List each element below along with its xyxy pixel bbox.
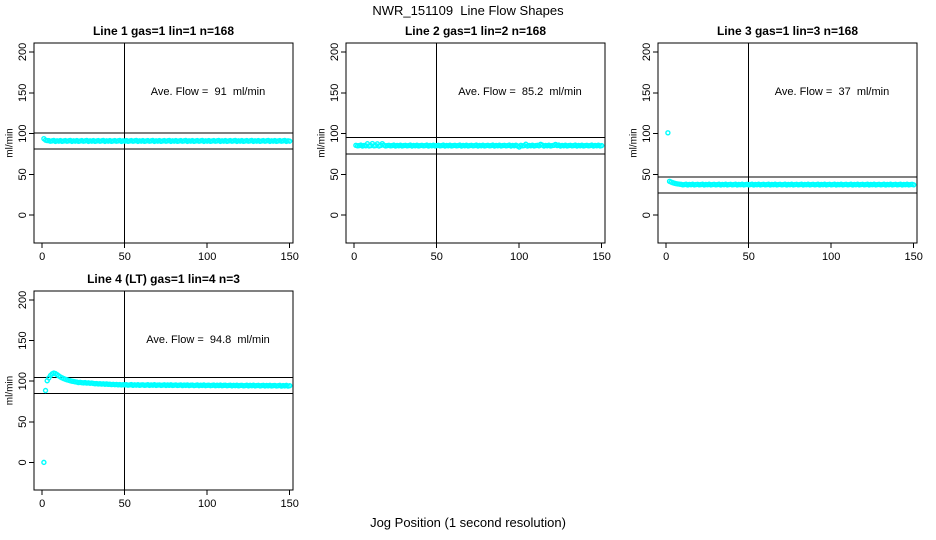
panel-title-line4: Line 4 (LT) gas=1 lin=4 n=3 (87, 272, 240, 286)
svg-text:200: 200 (329, 43, 341, 61)
svg-text:100: 100 (17, 372, 29, 390)
svg-text:150: 150 (329, 84, 341, 102)
svg-text:150: 150 (17, 84, 29, 102)
svg-text:150: 150 (281, 251, 299, 263)
svg-text:150: 150 (641, 84, 653, 102)
svg-text:0: 0 (17, 212, 29, 218)
svg-text:100: 100 (510, 251, 528, 263)
svg-text:ml/min: ml/min (317, 128, 328, 157)
svg-text:0: 0 (663, 251, 669, 263)
svg-text:50: 50 (119, 251, 131, 263)
svg-text:50: 50 (329, 168, 341, 180)
svg-text:50: 50 (641, 168, 653, 180)
svg-text:100: 100 (822, 251, 840, 263)
svg-text:200: 200 (17, 43, 29, 61)
panel-title-line3: Line 3 gas=1 lin=3 n=168 (716, 24, 859, 38)
svg-text:100: 100 (17, 124, 29, 142)
plot-canvas-line2: 0 50 100 150 0 50 100 150 200 ml/min (317, 42, 611, 263)
plot-canvas-line1: 0 50 100 150 0 50 100 150 200 ml/min (5, 42, 299, 263)
svg-text:100: 100 (641, 124, 653, 142)
svg-text:0: 0 (641, 212, 653, 218)
svg-text:ml/min: ml/min (629, 128, 640, 157)
svg-text:100: 100 (329, 124, 341, 142)
svg-text:0: 0 (39, 498, 45, 510)
svg-text:ml/min: ml/min (5, 376, 16, 405)
ave-flow-annotation-line4: Ave. Flow = 94.8 ml/min (146, 334, 270, 346)
x-axis-label: Jog Position (1 second resolution) (370, 515, 566, 530)
plot-canvas-line4: 0 50 100 150 0 50 100 150 200 ml/min (5, 290, 299, 510)
figure-title: NWR_151109 Line Flow Shapes (372, 3, 564, 18)
svg-text:ml/min: ml/min (5, 128, 16, 157)
svg-text:50: 50 (17, 168, 29, 180)
ave-flow-annotation-line2: Ave. Flow = 85.2 ml/min (458, 86, 582, 98)
panel-title-line2: Line 2 gas=1 lin=2 n=168 (404, 24, 547, 38)
svg-text:0: 0 (329, 212, 341, 218)
svg-text:0: 0 (351, 251, 357, 263)
panel-line4: 0 50 100 150 0 50 100 150 200 ml/min Line 4 (LT) … (0, 270, 312, 540)
panel-title-line1: Line 1 gas=1 lin=1 n=168 (92, 24, 235, 38)
ave-flow-annotation-line1: Ave. Flow = 91 ml/min (150, 86, 266, 98)
svg-text:50: 50 (431, 251, 443, 263)
svg-text:150: 150 (281, 498, 299, 510)
svg-text:100: 100 (198, 251, 216, 263)
svg-text:0: 0 (17, 459, 29, 465)
panel-line3: 0 50 100 150 0 50 100 150 200 ml/min Line 3 gas=1… (624, 0, 936, 270)
svg-text:50: 50 (17, 416, 29, 428)
plot-canvas-line3: 0 50 100 150 0 50 100 150 200 ml/min (629, 42, 923, 263)
panel-line2: 0 50 100 150 0 50 100 150 200 ml/min Line 2 gas=1… (312, 0, 624, 270)
svg-text:0: 0 (39, 251, 45, 263)
svg-text:150: 150 (17, 331, 29, 349)
svg-text:150: 150 (593, 251, 611, 263)
svg-text:50: 50 (119, 498, 131, 510)
svg-text:200: 200 (641, 43, 653, 61)
svg-text:150: 150 (905, 251, 923, 263)
ave-flow-annotation-line3: Ave. Flow = 37 ml/min (774, 86, 890, 98)
svg-text:100: 100 (198, 498, 216, 510)
svg-text:50: 50 (743, 251, 755, 263)
panel-line1: 0 50 100 150 0 50 100 150 200 ml/min Line 1 gas=1… (0, 0, 312, 270)
svg-text:200: 200 (17, 291, 29, 309)
